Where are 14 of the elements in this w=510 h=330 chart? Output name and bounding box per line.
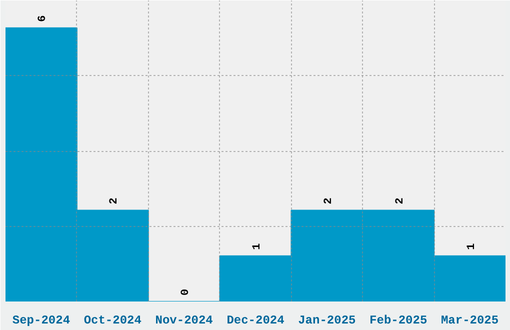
data-label: 1	[466, 242, 478, 250]
data-label: 2	[108, 198, 121, 204]
x-tick-label: Dec-2024	[226, 314, 284, 328]
data-label: 0	[180, 288, 192, 296]
x-tick-label: Feb-2025	[370, 314, 428, 328]
x-tick-label: Oct-2024	[84, 314, 142, 328]
x-tick-label: Jan-2025	[298, 314, 356, 328]
data-label: 2	[322, 198, 335, 204]
data-label: 6	[37, 15, 50, 22]
x-tick-label: Mar-2025	[440, 314, 499, 328]
data-label: 1	[252, 242, 264, 250]
data-label: 2	[394, 198, 406, 204]
x-tick-label: Nov-2024	[155, 314, 213, 328]
x-tick-label: Sep-2024	[12, 314, 70, 328]
